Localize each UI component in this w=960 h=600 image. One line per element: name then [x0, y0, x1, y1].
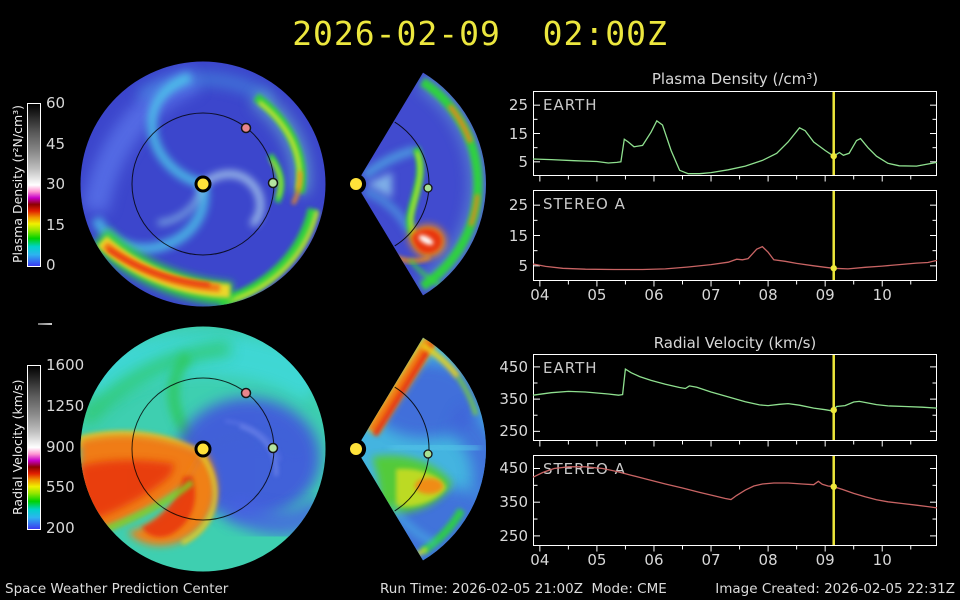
velocity-colorbar-label: Radial Velocity (km/s): [10, 379, 25, 515]
sun-marker: [350, 443, 362, 455]
colorbar-tick-label: 900: [46, 437, 75, 456]
x-tick-label: 04: [530, 286, 550, 304]
forecast-timestamp-title: 2026-02-09 02:00Z: [292, 14, 668, 53]
density-colorbar-ticks: 60 45 30 15 0: [46, 94, 90, 274]
x-tick-label: 07: [701, 551, 721, 569]
earth-marker: [423, 449, 433, 459]
earth-orbit-arc: [394, 386, 430, 512]
sun-marker: [350, 178, 362, 190]
colorbar-tick-label: 45: [46, 134, 66, 153]
data-curve-earth: [532, 119, 938, 175]
x-tick-label: 06: [644, 286, 664, 304]
y-tick-label: 15: [508, 124, 528, 143]
stereo-a-marker: [240, 387, 252, 399]
data-curve-earth: [532, 367, 938, 412]
footer-org-name: Space Weather Prediction Center: [5, 581, 229, 597]
y-tick-label: 450: [499, 357, 528, 376]
stray-dash-mark: [38, 323, 52, 325]
x-tick-label: 05: [587, 286, 607, 304]
colorbar-tick-label: 60: [46, 94, 66, 112]
current-time-marker-dot: [830, 152, 837, 160]
earth-marker: [267, 177, 279, 189]
earth-marker: [423, 183, 433, 193]
y-tick-label: 250: [499, 526, 528, 545]
colorbar-tick-label: 0: [46, 256, 56, 274]
density-earth-label: EARTH: [543, 96, 598, 114]
velocity-colorbar: [27, 365, 41, 530]
x-tick-label: 09: [815, 551, 835, 569]
data-curve-stereo-a: [532, 466, 938, 509]
density-meridional-map: [350, 72, 486, 296]
x-tick-label: 08: [758, 286, 778, 304]
x-tick-label: 08: [758, 551, 778, 569]
sun-marker: [194, 440, 212, 458]
timeseries-panel-earth: [532, 354, 938, 447]
density-colorbar-label: Plasma Density (r²N/cm³): [10, 105, 25, 264]
x-tick-label: 04: [530, 551, 550, 569]
y-tick-label: 350: [499, 493, 528, 512]
velocity-ecliptic-map: [80, 326, 326, 572]
density-ecliptic-map: [80, 61, 326, 307]
velocity-chart-title: Radial Velocity (km/s): [653, 334, 817, 352]
current-time-marker-dot: [830, 406, 837, 414]
timeseries-panel-stereo-a: [532, 190, 938, 287]
x-tick-label: 09: [815, 286, 835, 304]
density-stereo-label: STEREO A: [543, 195, 626, 213]
velocity-stereo-label: STEREO A: [543, 460, 626, 478]
velocity-earth-label: EARTH: [543, 359, 598, 377]
velocity-meridional-map: [350, 337, 486, 561]
current-time-marker-dot: [830, 483, 837, 490]
colorbar-tick-label: 30: [46, 175, 66, 193]
footer-run-time: Run Time: 2026-02-05 21:00Z Mode: CME: [380, 581, 667, 597]
y-tick-label: 5: [518, 152, 528, 171]
y-tick-label: 25: [508, 96, 528, 115]
density-chart-title: Plasma Density (/cm³): [651, 70, 819, 88]
data-curve-stereo-a: [532, 245, 938, 271]
colorbar-tick-label: 550: [46, 478, 75, 497]
x-tick-label: 05: [587, 551, 607, 569]
sun-marker: [194, 175, 212, 193]
current-time-marker-dot: [830, 265, 837, 272]
density-colorbar: [27, 103, 41, 267]
footer-image-created: Image Created: 2026-02-05 22:31Z: [715, 581, 955, 597]
x-tick-label: 10: [872, 286, 892, 304]
colorbar-tick-label: 200: [46, 519, 75, 537]
colorbar-tick-label: 15: [46, 215, 66, 234]
y-tick-label: 450: [499, 459, 528, 478]
y-tick-label: 25: [508, 196, 528, 215]
velocity-colorbar-ticks: 1600 1250 900 550 200: [46, 356, 90, 537]
y-tick-label: 5: [518, 256, 528, 275]
x-tick-label: 07: [701, 286, 721, 304]
timeseries-panel-earth: [532, 91, 938, 182]
stereo-a-marker: [240, 122, 252, 134]
timeseries-panel-stereo-a: [532, 455, 938, 552]
x-tick-label: 10: [872, 551, 892, 569]
colorbar-tick-label: 1250: [46, 396, 85, 415]
y-tick-label: 250: [499, 422, 528, 441]
colorbar-tick-label: 1600: [46, 356, 85, 374]
y-tick-label: 350: [499, 390, 528, 409]
y-tick-label: 15: [508, 226, 528, 245]
x-tick-label: 06: [644, 551, 664, 569]
earth-marker: [267, 442, 279, 454]
